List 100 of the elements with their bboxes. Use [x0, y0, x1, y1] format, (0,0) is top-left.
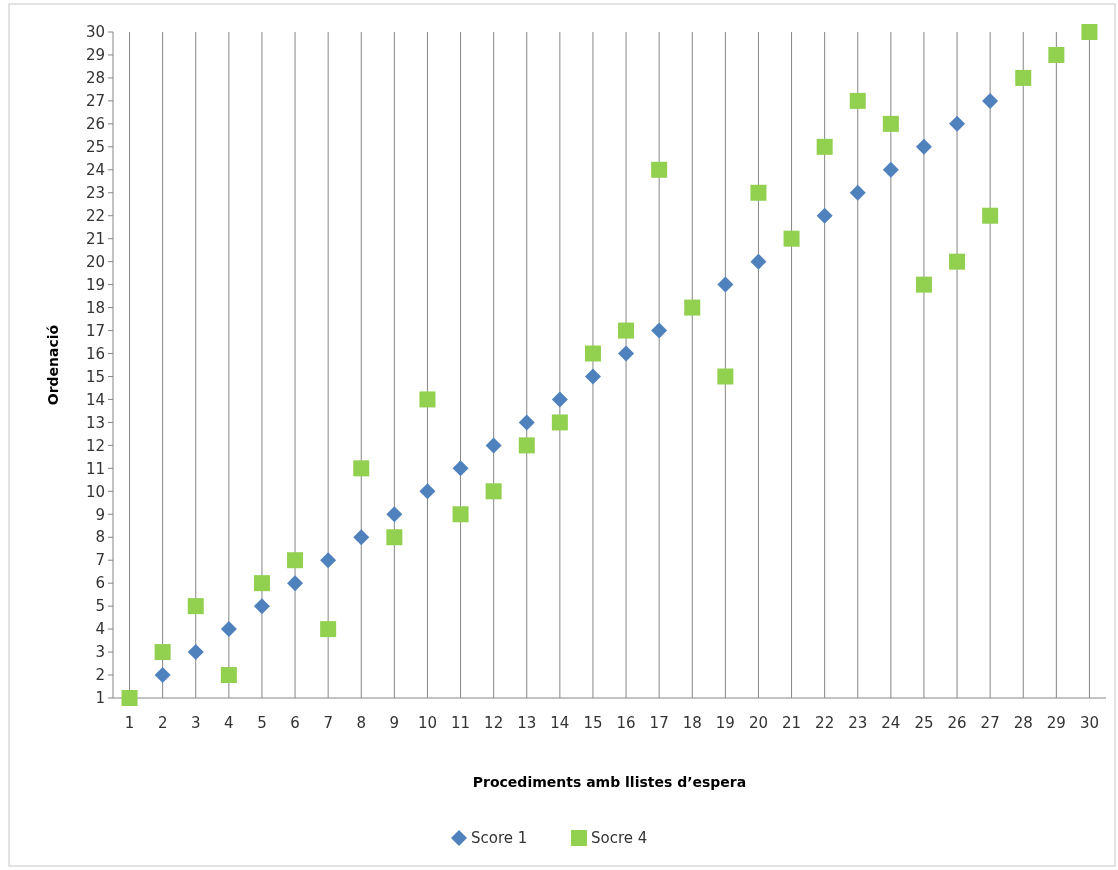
point [982, 92, 999, 109]
point [287, 552, 304, 569]
y-tick-label: 2 [95, 666, 105, 685]
point [684, 299, 701, 316]
point [750, 184, 767, 201]
point [419, 483, 436, 500]
point [816, 138, 833, 155]
point [750, 253, 767, 270]
point [518, 437, 535, 454]
point [551, 414, 568, 431]
y-tick-label: 23 [85, 184, 105, 203]
point [187, 598, 204, 615]
x-tick-label: 28 [1013, 714, 1033, 732]
y-tick-label: 22 [85, 206, 105, 225]
y-axis-title: Ordenació [45, 324, 61, 406]
point [717, 276, 734, 293]
point [618, 345, 635, 362]
x-tick-label: 6 [290, 714, 300, 732]
x-tick-label: 11 [451, 714, 471, 732]
x-tick-label: 4 [224, 714, 234, 732]
point [816, 207, 833, 224]
y-tick-label: 12 [85, 436, 105, 455]
point [253, 575, 270, 592]
point [287, 575, 304, 592]
y-tick-label: 30 [85, 23, 105, 42]
point [651, 322, 668, 339]
x-tick-label: 15 [583, 714, 603, 732]
y-tick-label: 24 [85, 161, 105, 180]
y-tick-label: 18 [85, 298, 105, 317]
point [220, 621, 237, 638]
point [320, 552, 337, 569]
y-tick-label: 11 [85, 459, 105, 478]
point [518, 414, 535, 431]
point [882, 161, 899, 178]
point [618, 322, 635, 339]
y-tick-label: 28 [85, 69, 105, 88]
x-axis-title: Procediments amb llistes d’espera [472, 774, 747, 790]
x-tick-label: 24 [881, 714, 901, 732]
y-tick-label: 17 [85, 321, 105, 340]
y-tick-label: 25 [85, 138, 105, 157]
point [253, 598, 270, 615]
point [353, 529, 370, 546]
x-tick-label: 20 [748, 714, 768, 732]
y-tick-label: 9 [95, 505, 105, 524]
legend-label: Score 1 [471, 829, 528, 848]
point [154, 644, 171, 661]
y-tick-label: 1 [95, 689, 105, 708]
point [949, 115, 966, 132]
point [651, 161, 668, 178]
y-tick-label: 15 [85, 367, 105, 386]
point [220, 667, 237, 684]
legend-label: Socre 4 [591, 829, 648, 848]
point [386, 506, 403, 523]
y-tick-label: 20 [85, 252, 105, 271]
y-tick-label: 10 [85, 482, 105, 501]
x-tick-label: 21 [782, 714, 802, 732]
point [353, 460, 370, 477]
point [485, 483, 502, 500]
y-tick-label: 27 [85, 92, 105, 111]
point [419, 391, 436, 408]
y-tick-label: 21 [85, 229, 105, 248]
x-tick-label: 8 [356, 714, 367, 732]
point [1048, 46, 1065, 63]
x-tick-label: 17 [649, 714, 669, 732]
point [982, 207, 999, 224]
x-tick-label: 10 [417, 714, 437, 732]
point [849, 184, 866, 201]
point [584, 368, 601, 385]
point [154, 667, 171, 684]
y-tick-label: 29 [85, 46, 105, 65]
x-tick-label: 5 [257, 714, 267, 732]
point [485, 437, 502, 454]
x-tick-label: 1 [124, 714, 135, 732]
x-tick-label: 30 [1079, 714, 1099, 732]
y-tick-label: 4 [95, 620, 105, 639]
x-tick-label: 12 [484, 714, 504, 732]
x-tick-label: 22 [815, 714, 835, 732]
x-tick-label: 27 [980, 714, 1000, 732]
point [915, 138, 932, 155]
x-tick-label: 19 [715, 714, 735, 732]
point [1081, 24, 1098, 40]
y-tick-label: 5 [95, 597, 105, 616]
x-tick-label: 18 [682, 714, 702, 732]
x-tick-label: 23 [848, 714, 868, 732]
point [783, 230, 800, 247]
point [849, 92, 866, 109]
y-tick-label: 26 [85, 115, 105, 134]
x-tick-label: 26 [947, 714, 967, 732]
x-tick-label: 25 [914, 714, 934, 732]
x-tick-label: 2 [157, 714, 168, 732]
point [949, 253, 966, 270]
point [717, 368, 734, 385]
y-tick-label: 14 [85, 390, 105, 409]
y-tick-label: 16 [85, 344, 105, 363]
y-tick-label: 3 [95, 643, 105, 662]
x-tick-label: 3 [190, 714, 201, 732]
x-tick-label: 14 [550, 714, 570, 732]
point [1015, 69, 1032, 86]
point [452, 506, 469, 523]
point [915, 276, 932, 293]
